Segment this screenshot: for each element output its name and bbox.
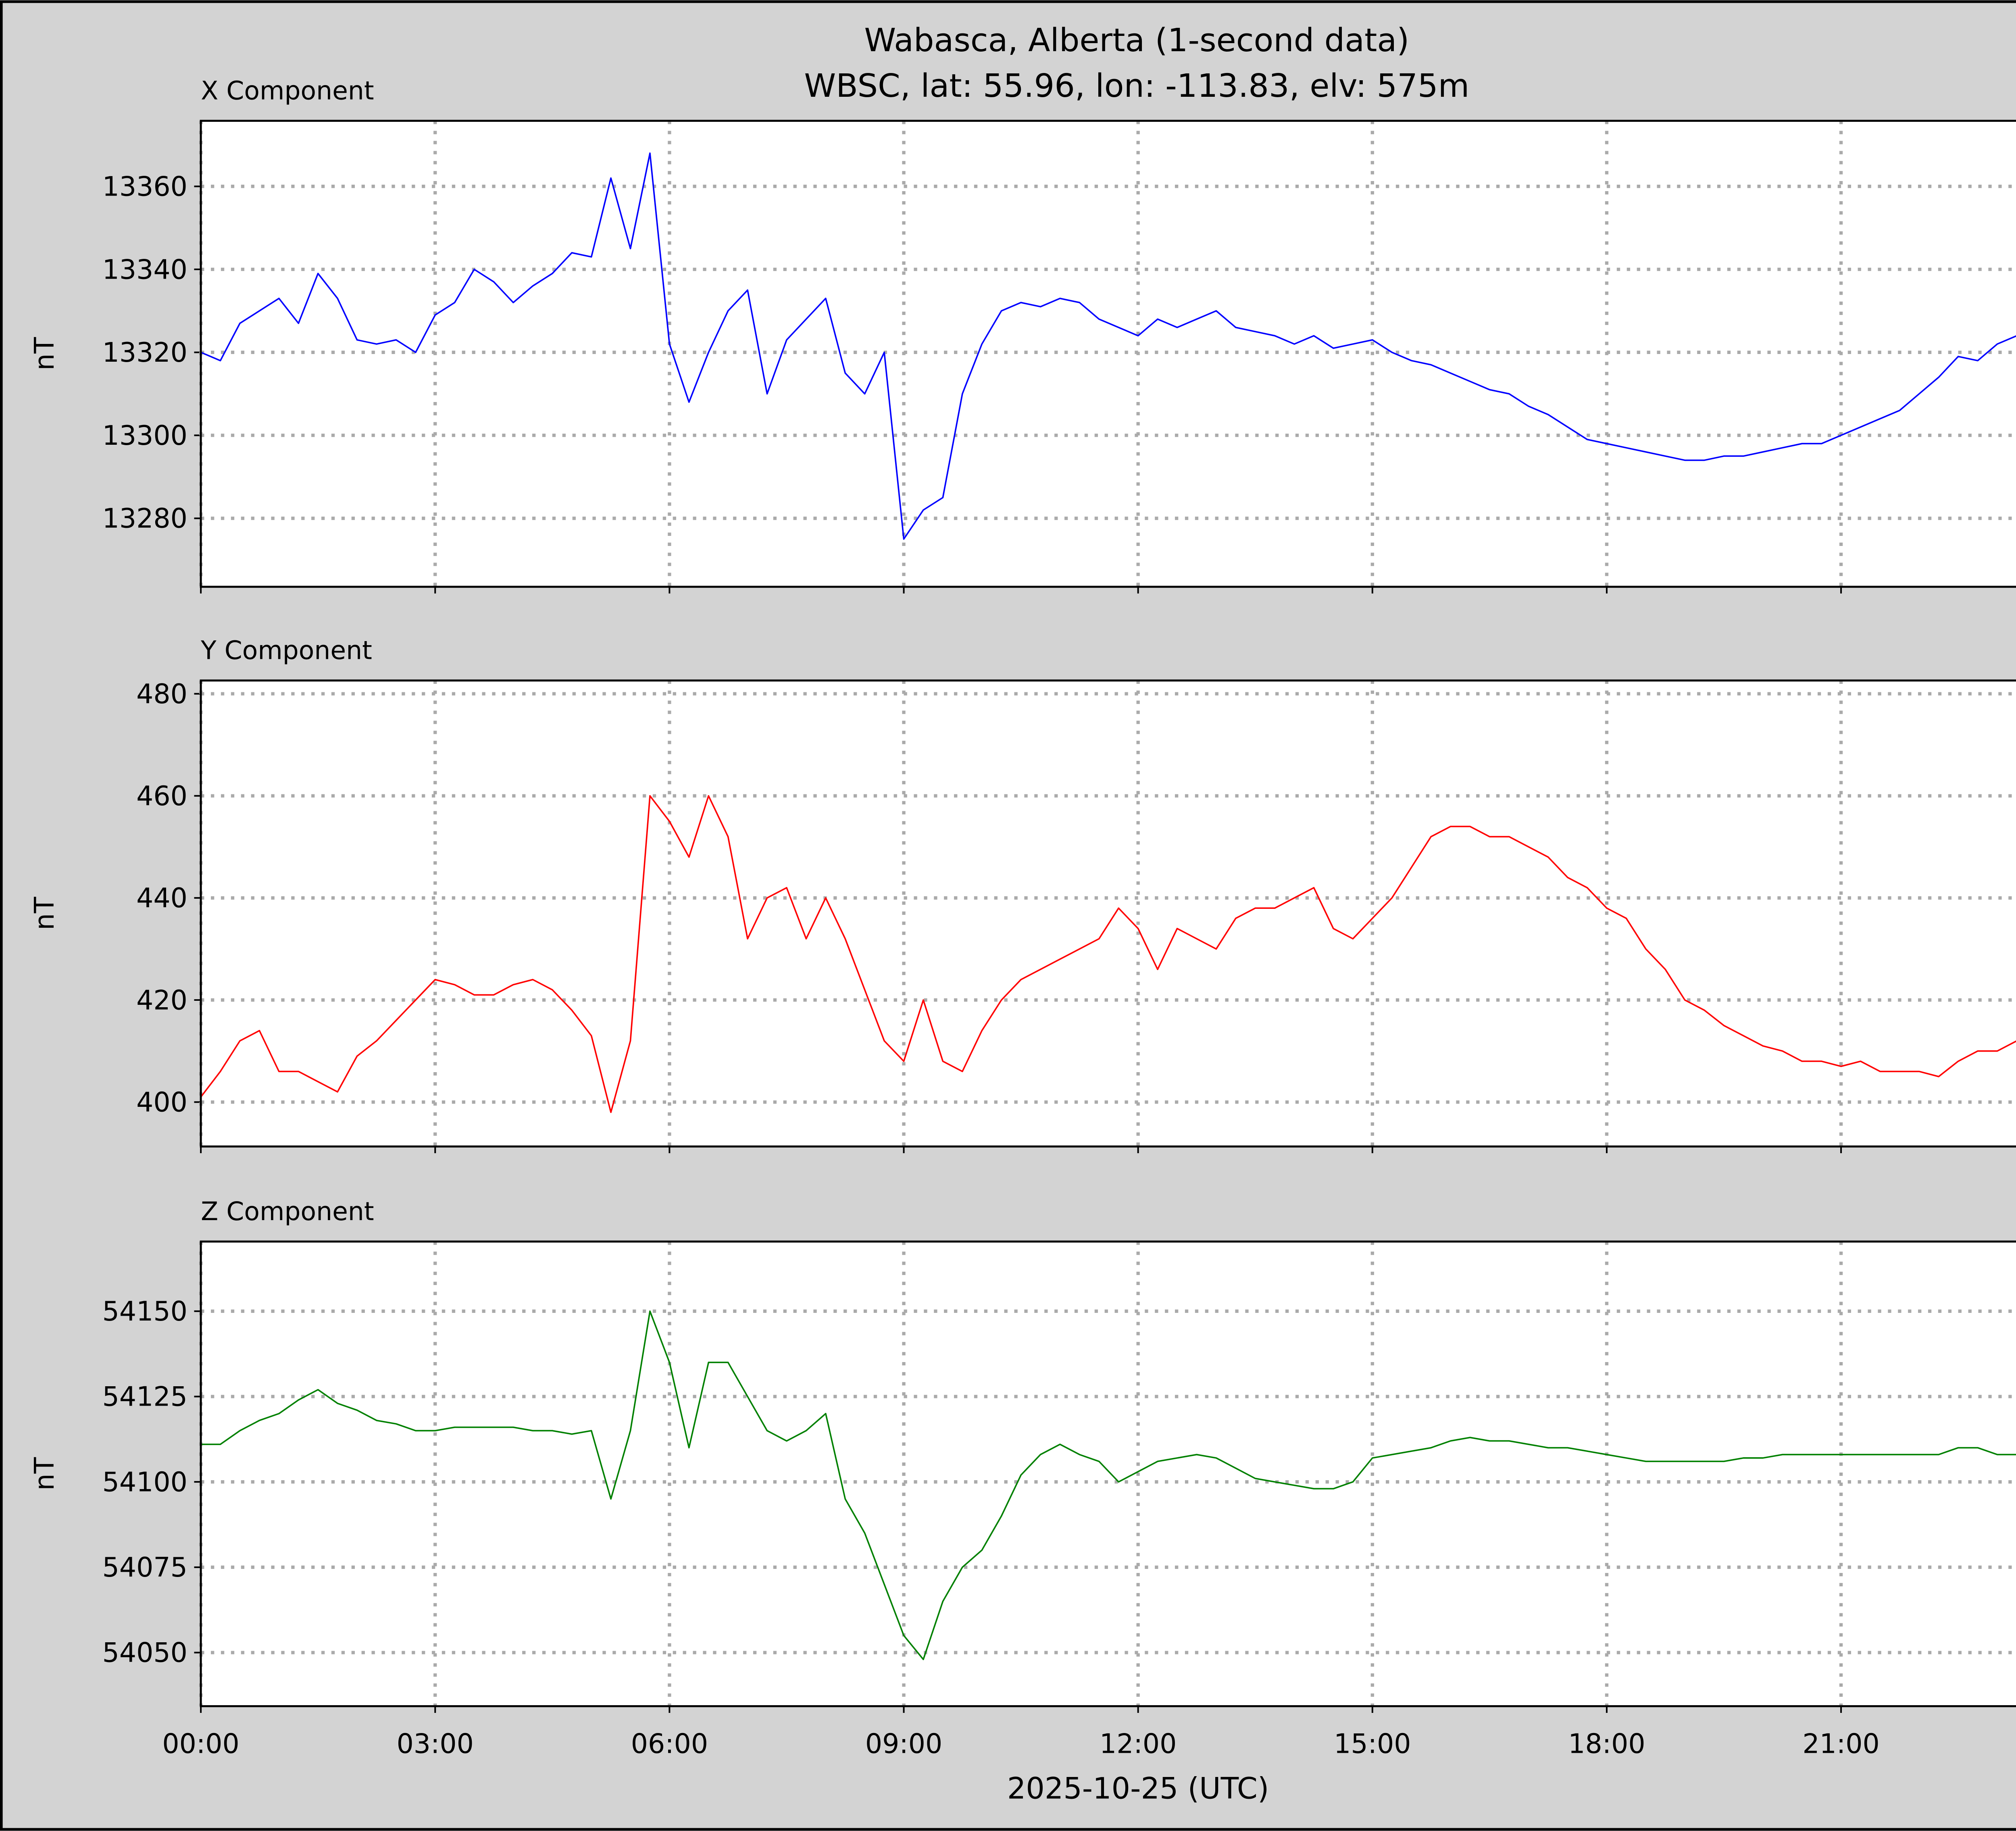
plot-area <box>201 680 2016 1147</box>
x-tick-label: 09:00 <box>865 1728 942 1760</box>
panel-title: X Component <box>201 75 374 105</box>
x-tick-label: 03:00 <box>397 1728 474 1760</box>
figure-subtitle: WBSC, lat: 55.96, lon: -113.83, elv: 575… <box>804 67 1469 104</box>
x-tick-label: 00:00 <box>162 1728 239 1760</box>
y-axis-label: nT <box>29 897 60 930</box>
y-tick-label: 440 <box>136 882 187 914</box>
x-axis-label: 2025-10-25 (UTC) <box>1007 1772 1269 1806</box>
y-tick-label: 54125 <box>102 1381 187 1412</box>
y-tick-label: 13300 <box>102 420 187 451</box>
data-line <box>200 795 2016 1113</box>
data-line <box>201 1310 2016 1660</box>
x-tick-label: 18:00 <box>1568 1728 1645 1760</box>
panel-title: Z Component <box>201 1196 374 1226</box>
y-tick-label: 13360 <box>102 171 187 202</box>
data-line <box>200 152 2016 540</box>
x-tick-label: 06:00 <box>631 1728 708 1760</box>
y-tick-label: 460 <box>136 780 187 812</box>
y-tick-label: 480 <box>136 678 187 710</box>
y-tick-label: 54050 <box>102 1637 187 1669</box>
x-tick-label: 21:00 <box>1802 1728 1879 1760</box>
panel-title: Y Component <box>200 635 372 665</box>
y-axis-label: nT <box>29 337 60 371</box>
figure-title: Wabasca, Alberta (1-second data) <box>864 21 1409 59</box>
x-tick-label: 15:00 <box>1334 1728 1411 1760</box>
y-tick-label: 420 <box>136 984 187 1016</box>
y-tick-label: 54150 <box>102 1296 187 1327</box>
y-tick-label: 54075 <box>102 1552 187 1583</box>
plot-frame <box>200 679 2016 1148</box>
y-tick-label: 13340 <box>102 254 187 285</box>
plot-area <box>201 1241 2016 1706</box>
y-axis-label: nT <box>29 1457 60 1491</box>
y-tick-label: 13280 <box>102 503 187 534</box>
plot-frame <box>200 120 2016 588</box>
y-tick-label: 400 <box>136 1086 187 1118</box>
x-tick-label: 12:00 <box>1100 1728 1177 1760</box>
y-tick-label: 54100 <box>102 1466 187 1498</box>
y-tick-label: 13320 <box>102 337 187 368</box>
plot-frame <box>200 1240 2016 1707</box>
